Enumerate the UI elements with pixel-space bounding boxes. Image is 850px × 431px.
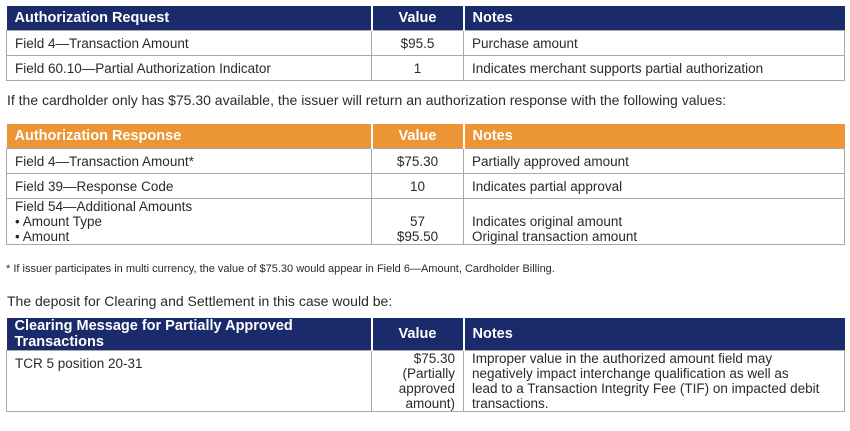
header-value: Value xyxy=(370,124,464,149)
value-line: $75.30 xyxy=(413,351,455,366)
notes-line: Improper value in the authorized amount … xyxy=(472,351,773,366)
field-cell: Field 60.10—Partial Authorization Indica… xyxy=(6,55,372,81)
amount-notes: Original transaction amount xyxy=(472,229,638,244)
notes-line: lead to a Transaction Integrity Fee (TIF… xyxy=(472,381,820,396)
value-line: amount) xyxy=(405,396,455,411)
value-line: (Partially xyxy=(402,366,455,381)
field-cell: Field 4—Transaction Amount xyxy=(6,30,372,56)
header-notes: Notes xyxy=(462,124,845,149)
field-cell: TCR 5 position 20-31 xyxy=(6,350,372,412)
field-cell: Field 39—Response Code xyxy=(6,173,372,199)
notes-cell: Indicates partial approval xyxy=(463,173,845,199)
header-notes: Notes xyxy=(462,318,845,351)
notes-cell: Purchase amount xyxy=(463,30,845,56)
notes-cell: Indicates original amount Original trans… xyxy=(463,198,845,245)
amount-label: • Amount xyxy=(15,229,70,244)
notes-line: negatively impact interchange qualificat… xyxy=(472,366,789,381)
field-cell: Field 54—Additional Amounts • Amount Typ… xyxy=(6,198,372,245)
amount-type-notes: Indicates original amount xyxy=(472,214,623,229)
notes-cell: Partially approved amount xyxy=(463,148,845,174)
value-cell: $75.30 xyxy=(371,148,464,174)
authorization-request-table: Authorization Request Value Notes Field … xyxy=(6,6,845,81)
amount-value: $95.50 xyxy=(396,229,439,244)
table-row: Field 39—Response Code 10 Indicates part… xyxy=(6,173,845,199)
notes-cell: Indicates merchant supports partial auth… xyxy=(463,55,845,81)
table-row: Field 4—Transaction Amount* $75.30 Parti… xyxy=(6,148,845,174)
table-row: Field 54—Additional Amounts • Amount Typ… xyxy=(6,198,845,245)
header-authorization-request: Authorization Request xyxy=(6,6,372,31)
value-cell: 1 xyxy=(371,55,464,81)
header-value: Value xyxy=(370,318,464,351)
header-notes: Notes xyxy=(462,6,845,31)
value-cell: $75.30 (Partially approved amount) xyxy=(371,350,464,412)
notes-cell: Improper value in the authorized amount … xyxy=(463,350,845,412)
deposit-paragraph: The deposit for Clearing and Settlement … xyxy=(7,293,393,309)
field-54-title: Field 54—Additional Amounts xyxy=(15,199,193,214)
table-row: Field 4—Transaction Amount $95.5 Purchas… xyxy=(6,30,845,56)
table-row: TCR 5 position 20-31 $75.30 (Partially a… xyxy=(6,350,845,412)
authorization-response-table: Authorization Response Value Notes Field… xyxy=(6,124,845,245)
notes-line: transactions. xyxy=(472,396,549,411)
value-cell: 57 $95.50 xyxy=(371,198,464,245)
footnote: * If issuer participates in multi curren… xyxy=(6,263,555,275)
amount-type-value: 57 xyxy=(409,214,426,229)
header-authorization-response: Authorization Response xyxy=(6,124,372,149)
intro-paragraph: If the cardholder only has $75.30 availa… xyxy=(7,92,727,108)
value-cell: 10 xyxy=(371,173,464,199)
value-line: approved xyxy=(398,381,455,396)
amount-type-label: • Amount Type xyxy=(15,214,103,229)
clearing-message-table: Clearing Message for Partially Approved … xyxy=(6,318,845,412)
value-cell: $95.5 xyxy=(371,30,464,56)
header-clearing-message: Clearing Message for Partially Approved … xyxy=(6,318,372,351)
field-cell: Field 4—Transaction Amount* xyxy=(6,148,372,174)
header-value: Value xyxy=(370,6,464,31)
table-row: Field 60.10—Partial Authorization Indica… xyxy=(6,55,845,81)
